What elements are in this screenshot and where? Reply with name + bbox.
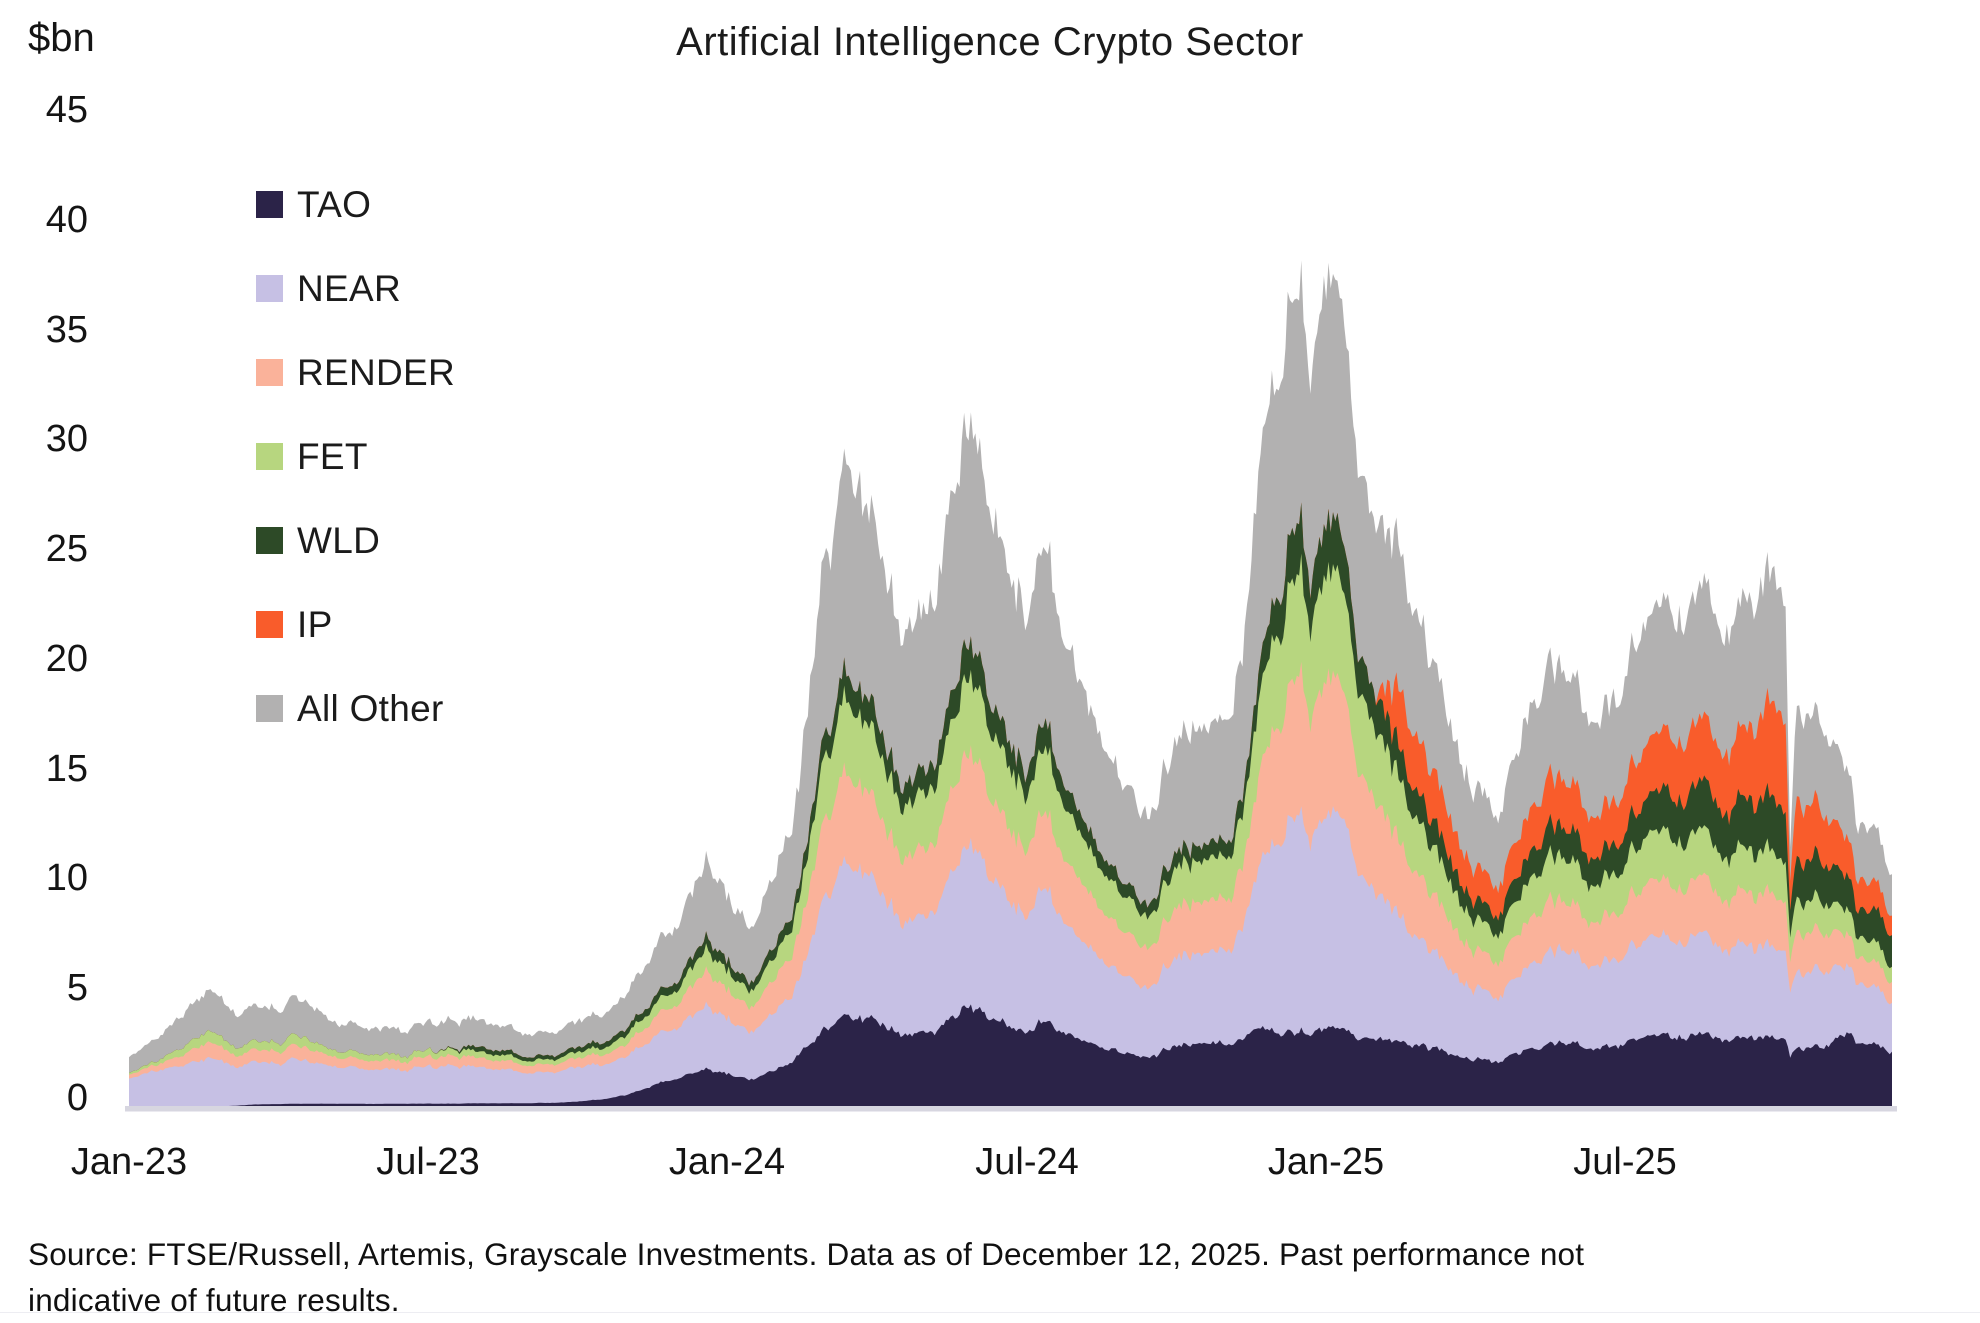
legend-label: IP [297,603,333,645]
source-note: Source: FTSE/Russell, Artemis, Grayscale… [28,1236,1585,1318]
x-tick-label: Jan-23 [70,1141,188,1183]
y-axis-unit-label: $bn [28,16,95,60]
x-tick-label: Jul-23 [376,1141,480,1183]
y-tick-label: 40 [45,199,88,241]
legend-label: RENDER [297,351,456,393]
legend-item-ip: IP [256,603,455,645]
legend-swatch-tao [256,191,283,218]
legend-swatch-wld [256,527,283,554]
legend-label: All Other [297,687,444,729]
y-tick-label: 20 [45,638,88,680]
legend-label: TAO [297,183,372,225]
legend-label: WLD [297,519,381,561]
legend-label: NEAR [297,267,401,309]
y-tick-label: 5 [66,967,88,1009]
x-tick-label: Jul-24 [975,1141,1079,1183]
y-tick-label: 0 [66,1077,88,1119]
x-tick-label: Jan-24 [668,1141,786,1183]
chart-title: Artificial Intelligence Crypto Sector [676,20,1304,64]
x-axis-baseline [125,1106,1897,1112]
legend-swatch-fet [256,443,283,470]
legend-item-fet: FET [256,435,455,477]
legend-label: FET [297,435,368,477]
footer-hairline [0,1312,1980,1313]
y-tick-label: 30 [45,418,88,460]
area-series-near [129,806,1892,1106]
legend-swatch-ip [256,611,283,638]
y-tick-label: 25 [45,528,88,570]
y-tick-label: 45 [45,89,88,131]
legend-swatch-near [256,275,283,302]
legend-item-render: RENDER [256,351,456,393]
legend-swatch-all-other [256,695,283,722]
y-tick-label: 10 [45,857,88,899]
legend-item-wld: WLD [256,519,455,561]
y-tick-label: 15 [45,748,88,790]
legend-item-all-other: All Other [256,687,455,729]
legend-swatch-render [256,359,283,386]
legend-item-near: NEAR [256,267,455,309]
area-series-tao [129,1004,1892,1106]
legend: TAO NEAR RENDER FET WLD IP All Other [256,183,456,774]
y-tick-label: 35 [45,309,88,351]
x-tick-label: Jul-25 [1573,1141,1677,1183]
legend-item-tao: TAO [256,183,455,225]
x-tick-label: Jan-25 [1267,1141,1385,1183]
